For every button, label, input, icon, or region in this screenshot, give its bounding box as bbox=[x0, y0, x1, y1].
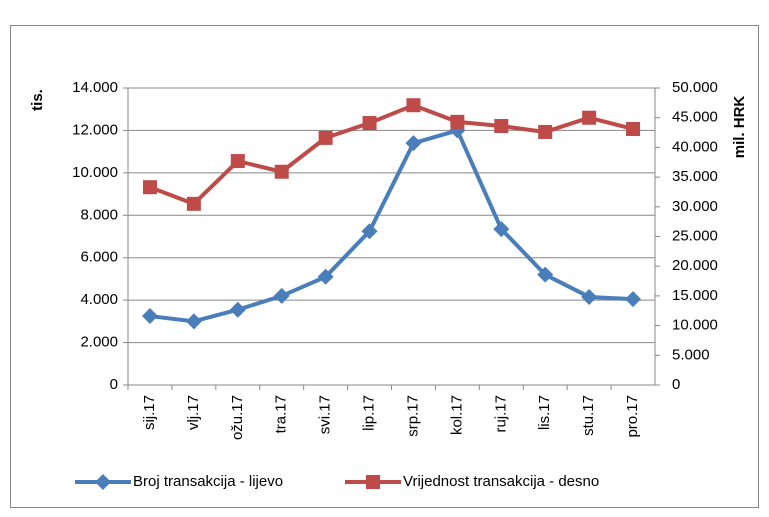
y2-tick-label: 0 bbox=[672, 376, 680, 393]
y2-tick-label: 20.000 bbox=[672, 257, 718, 274]
x-tick-label: kol.17 bbox=[448, 395, 465, 435]
marker bbox=[450, 114, 465, 129]
marker bbox=[581, 288, 598, 305]
marker bbox=[361, 223, 378, 240]
x-tick-label: tra.17 bbox=[273, 395, 290, 433]
y-tick-label: 10.000 bbox=[72, 164, 118, 181]
x-tick-label: ruj.17 bbox=[492, 395, 509, 433]
marker bbox=[537, 266, 554, 283]
x-tick-label: vlj.17 bbox=[185, 395, 202, 430]
marker bbox=[538, 124, 553, 139]
chart-frame bbox=[10, 25, 759, 508]
marker bbox=[582, 110, 597, 125]
x-tick-label: svi.17 bbox=[317, 395, 334, 434]
marker bbox=[274, 164, 289, 179]
marker bbox=[142, 180, 157, 195]
marker bbox=[273, 287, 290, 304]
x-tick-label: srp.17 bbox=[404, 395, 421, 437]
marker bbox=[230, 154, 245, 169]
marker bbox=[318, 130, 333, 145]
y-tick-label: 2.000 bbox=[80, 334, 118, 351]
marker bbox=[405, 135, 422, 152]
y-tick-label: 12.000 bbox=[72, 121, 118, 138]
marker bbox=[185, 313, 202, 330]
legend-label: Broj transakcija - lijevo bbox=[133, 473, 283, 490]
legend-marker bbox=[95, 474, 111, 490]
legend-marker bbox=[366, 475, 380, 489]
y-tick-label: 8.000 bbox=[80, 206, 118, 223]
series-line bbox=[149, 128, 634, 324]
y-axis-label: tis. bbox=[29, 89, 46, 111]
y2-tick-label: 30.000 bbox=[672, 198, 718, 215]
y2-tick-label: 50.000 bbox=[672, 79, 718, 96]
marker bbox=[229, 301, 246, 318]
marker bbox=[626, 121, 641, 136]
y2-tick-label: 45.000 bbox=[672, 109, 718, 126]
marker bbox=[141, 308, 158, 325]
y2-tick-label: 5.000 bbox=[672, 346, 710, 363]
y-tick-label: 4.000 bbox=[80, 291, 118, 308]
marker bbox=[362, 116, 377, 131]
x-tick-label: lis.17 bbox=[536, 395, 553, 430]
x-tick-label: pro.17 bbox=[624, 395, 641, 438]
legend-label: Vrijednost transakcija - desno bbox=[403, 473, 599, 490]
marker bbox=[494, 119, 509, 134]
y2-tick-label: 10.000 bbox=[672, 317, 718, 334]
marker bbox=[493, 221, 510, 238]
y-tick-label: 6.000 bbox=[80, 249, 118, 266]
y-tick-label: 14.000 bbox=[72, 79, 118, 96]
x-tick-label: ožu.17 bbox=[229, 395, 246, 440]
x-tick-label: sij.17 bbox=[141, 395, 158, 430]
x-tick-label: lip.17 bbox=[361, 395, 378, 431]
y2-axis-label: mil. HRK bbox=[731, 96, 748, 159]
marker bbox=[186, 196, 201, 211]
marker bbox=[317, 268, 334, 285]
y-tick-label: 0 bbox=[110, 376, 118, 393]
y2-tick-label: 15.000 bbox=[672, 287, 718, 304]
y2-tick-label: 40.000 bbox=[672, 138, 718, 155]
marker bbox=[625, 291, 642, 308]
y2-tick-label: 25.000 bbox=[672, 227, 718, 244]
marker bbox=[406, 98, 421, 113]
y2-tick-label: 35.000 bbox=[672, 168, 718, 185]
x-tick-label: stu.17 bbox=[580, 395, 597, 436]
series-line bbox=[149, 103, 634, 206]
